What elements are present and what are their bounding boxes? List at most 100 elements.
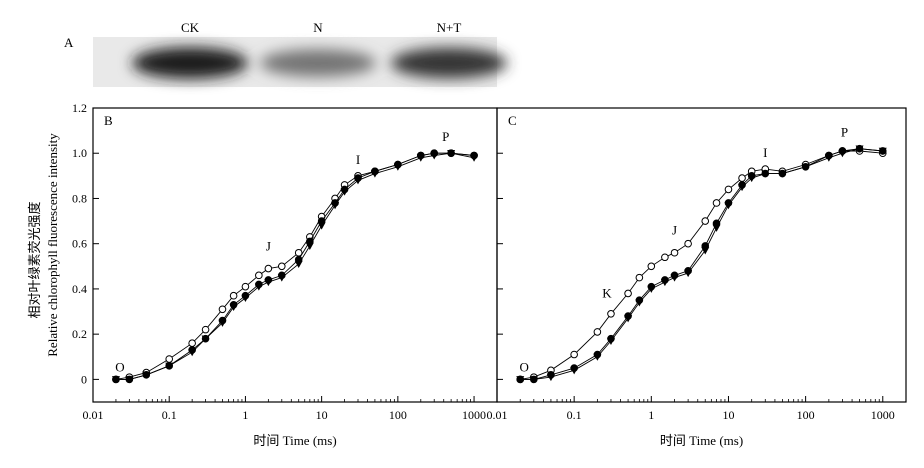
panel-c-series-2-point xyxy=(516,376,525,384)
panel-c-annotation-o: O xyxy=(520,359,529,374)
panel-c-annotation-i: I xyxy=(763,145,767,160)
panel-b-series-2-point xyxy=(241,294,250,302)
panel-b-series-0-point xyxy=(277,262,286,271)
panel-b-y-tick-label: 1.2 xyxy=(72,101,87,115)
panel-c-series-2-point xyxy=(635,299,644,307)
panel-c-series-2-line xyxy=(520,148,883,380)
panel-b-series-2-point xyxy=(430,152,439,160)
panel-c-label: C xyxy=(508,113,517,128)
panel-b-series-2-point xyxy=(201,335,210,343)
panel-b-series-0-point xyxy=(229,291,238,300)
blot-band-2 xyxy=(391,47,507,79)
panel-c-series-0-point xyxy=(701,217,710,225)
panel-b-series-2-point xyxy=(254,283,263,291)
panel-b-series-0-point xyxy=(165,355,174,363)
panel-c-x-tick-label: 0.01 xyxy=(487,408,508,422)
panel-b-y-tick-label: 0 xyxy=(81,372,87,386)
panel-b-series-2-point xyxy=(264,278,273,287)
panel-c-series-2-point xyxy=(570,367,579,375)
panel-b-series-0-point xyxy=(264,264,273,273)
panel-c-series-2-point xyxy=(701,247,710,255)
y-axis-title-cn: 相对叶绿素荧光强度 xyxy=(27,201,42,318)
panel-b-annotation-o: O xyxy=(115,359,124,374)
panel-b-y-tick-label: 0.2 xyxy=(72,327,87,341)
panel-c-series-0-point xyxy=(570,350,578,359)
panel-c-series-2-point xyxy=(838,150,847,158)
panel-a-label: A xyxy=(64,35,74,50)
panel-b-series-0-line xyxy=(115,152,475,380)
panel-c-series-0-point xyxy=(738,174,746,182)
panel-c-series-0-point xyxy=(712,199,721,207)
panel-c-series-2-point xyxy=(747,174,756,183)
panel-c-series-0-point xyxy=(670,248,679,257)
panel-c-series-2-point xyxy=(855,145,864,153)
panel-c-series-0-point xyxy=(661,253,669,262)
blot-band-0 xyxy=(132,47,248,79)
panel-b-series-2-point xyxy=(305,242,314,250)
panel-b-series-0-point xyxy=(201,325,210,334)
panel-b-series-0-point xyxy=(188,339,196,348)
panel-b-series-2-point xyxy=(125,376,134,384)
panel-b-series-0-point xyxy=(218,305,227,314)
panel-b-x-tick-label: 100 xyxy=(389,408,407,422)
lane-label-n: N xyxy=(313,20,323,35)
panel-b-series-2-point xyxy=(218,319,227,327)
panel-b-series-2-point xyxy=(188,349,197,357)
panel-b-series-2-point xyxy=(229,303,238,312)
panel-b-series-1-line xyxy=(115,152,475,380)
panel-b-y-tick-label: 0.6 xyxy=(72,237,87,251)
panel-b-annotation-j: J xyxy=(266,238,271,253)
panel-c-series-2-point xyxy=(647,285,656,293)
panel-c-series-2-point xyxy=(624,315,633,323)
panel-c-series-0-point xyxy=(624,289,632,298)
panel-c-series-2-point xyxy=(824,154,833,162)
panel-c-series-0-point xyxy=(593,328,602,336)
panel-b-series-2-point xyxy=(277,274,286,282)
panel-c-plot: C 0.01 0.1 1 10 100 1000 时间 Time (ms) O K J I P xyxy=(487,107,907,448)
panel-c-series-2-point xyxy=(593,353,602,361)
panel-b-y-tick-label: 0.4 xyxy=(72,282,87,296)
panel-c-series-0-point xyxy=(684,239,692,248)
panel-c-series-2-point xyxy=(529,376,538,384)
panel-b-plot: B 0.01 0.1 1 10 100 1000 0 0.2 0.4 0.6 0.8 1.0 1.2 时间 … xyxy=(72,101,498,448)
panel-c-annotation-p: P xyxy=(841,125,848,140)
panel-c-series-2-point xyxy=(712,224,721,232)
panel-c-series-0-point xyxy=(607,310,615,318)
panel-c-x-tick-label: 10 xyxy=(722,408,734,422)
panel-c-series-2-point xyxy=(761,170,770,178)
panel-b-label: B xyxy=(104,113,113,128)
panel-c-series-0-point xyxy=(724,185,733,194)
panel-b-series-2-point xyxy=(470,154,479,162)
panel-c-annotation-k: K xyxy=(602,286,612,301)
lane-label-ck: CK xyxy=(181,20,200,35)
panel-b-series-2-point xyxy=(353,177,362,185)
blot-band-1 xyxy=(260,49,376,77)
panel-b-series-2-point xyxy=(331,202,340,210)
panel-b-series-2-point xyxy=(294,260,303,269)
panel-c-x-tick-label: 0.1 xyxy=(567,408,582,422)
lane-label-n-t: N+T xyxy=(437,20,462,35)
panel-c-x-tick-label: 1000 xyxy=(871,408,895,422)
panel-c-series-2-point xyxy=(684,269,693,278)
panel-b-series-2-point xyxy=(142,371,151,379)
panel-b-annotation-i: I xyxy=(356,152,360,167)
panel-c-series-2-point xyxy=(778,170,787,178)
panel-b-series-0-point xyxy=(241,282,250,291)
panel-b-x-tick-label: 1 xyxy=(242,408,248,422)
panel-c-series-2-point xyxy=(660,278,669,287)
panel-b-y-tick-label: 0.8 xyxy=(72,191,87,205)
panel-b-series-2-point xyxy=(165,362,174,370)
panel-c-frame xyxy=(496,107,907,403)
panel-b-series-2-line xyxy=(115,152,475,380)
panel-c-series-0-line xyxy=(520,150,883,380)
panel-b-x-tick-label: 10 xyxy=(316,408,328,422)
panel-c-series-2-point xyxy=(670,274,679,282)
y-axis-title-en: Relative chlorophyll fluorescence intens… xyxy=(45,133,60,357)
panel-b-series-2-point xyxy=(447,150,456,158)
panel-b-series-2-point xyxy=(370,170,379,178)
panel-c-series-0-point xyxy=(647,262,656,271)
blot-bands xyxy=(132,47,507,79)
panel-c-series-0-point xyxy=(635,273,644,282)
panel-b-series-0-point xyxy=(255,271,263,280)
panel-c-x-tick-label: 1 xyxy=(648,408,654,422)
